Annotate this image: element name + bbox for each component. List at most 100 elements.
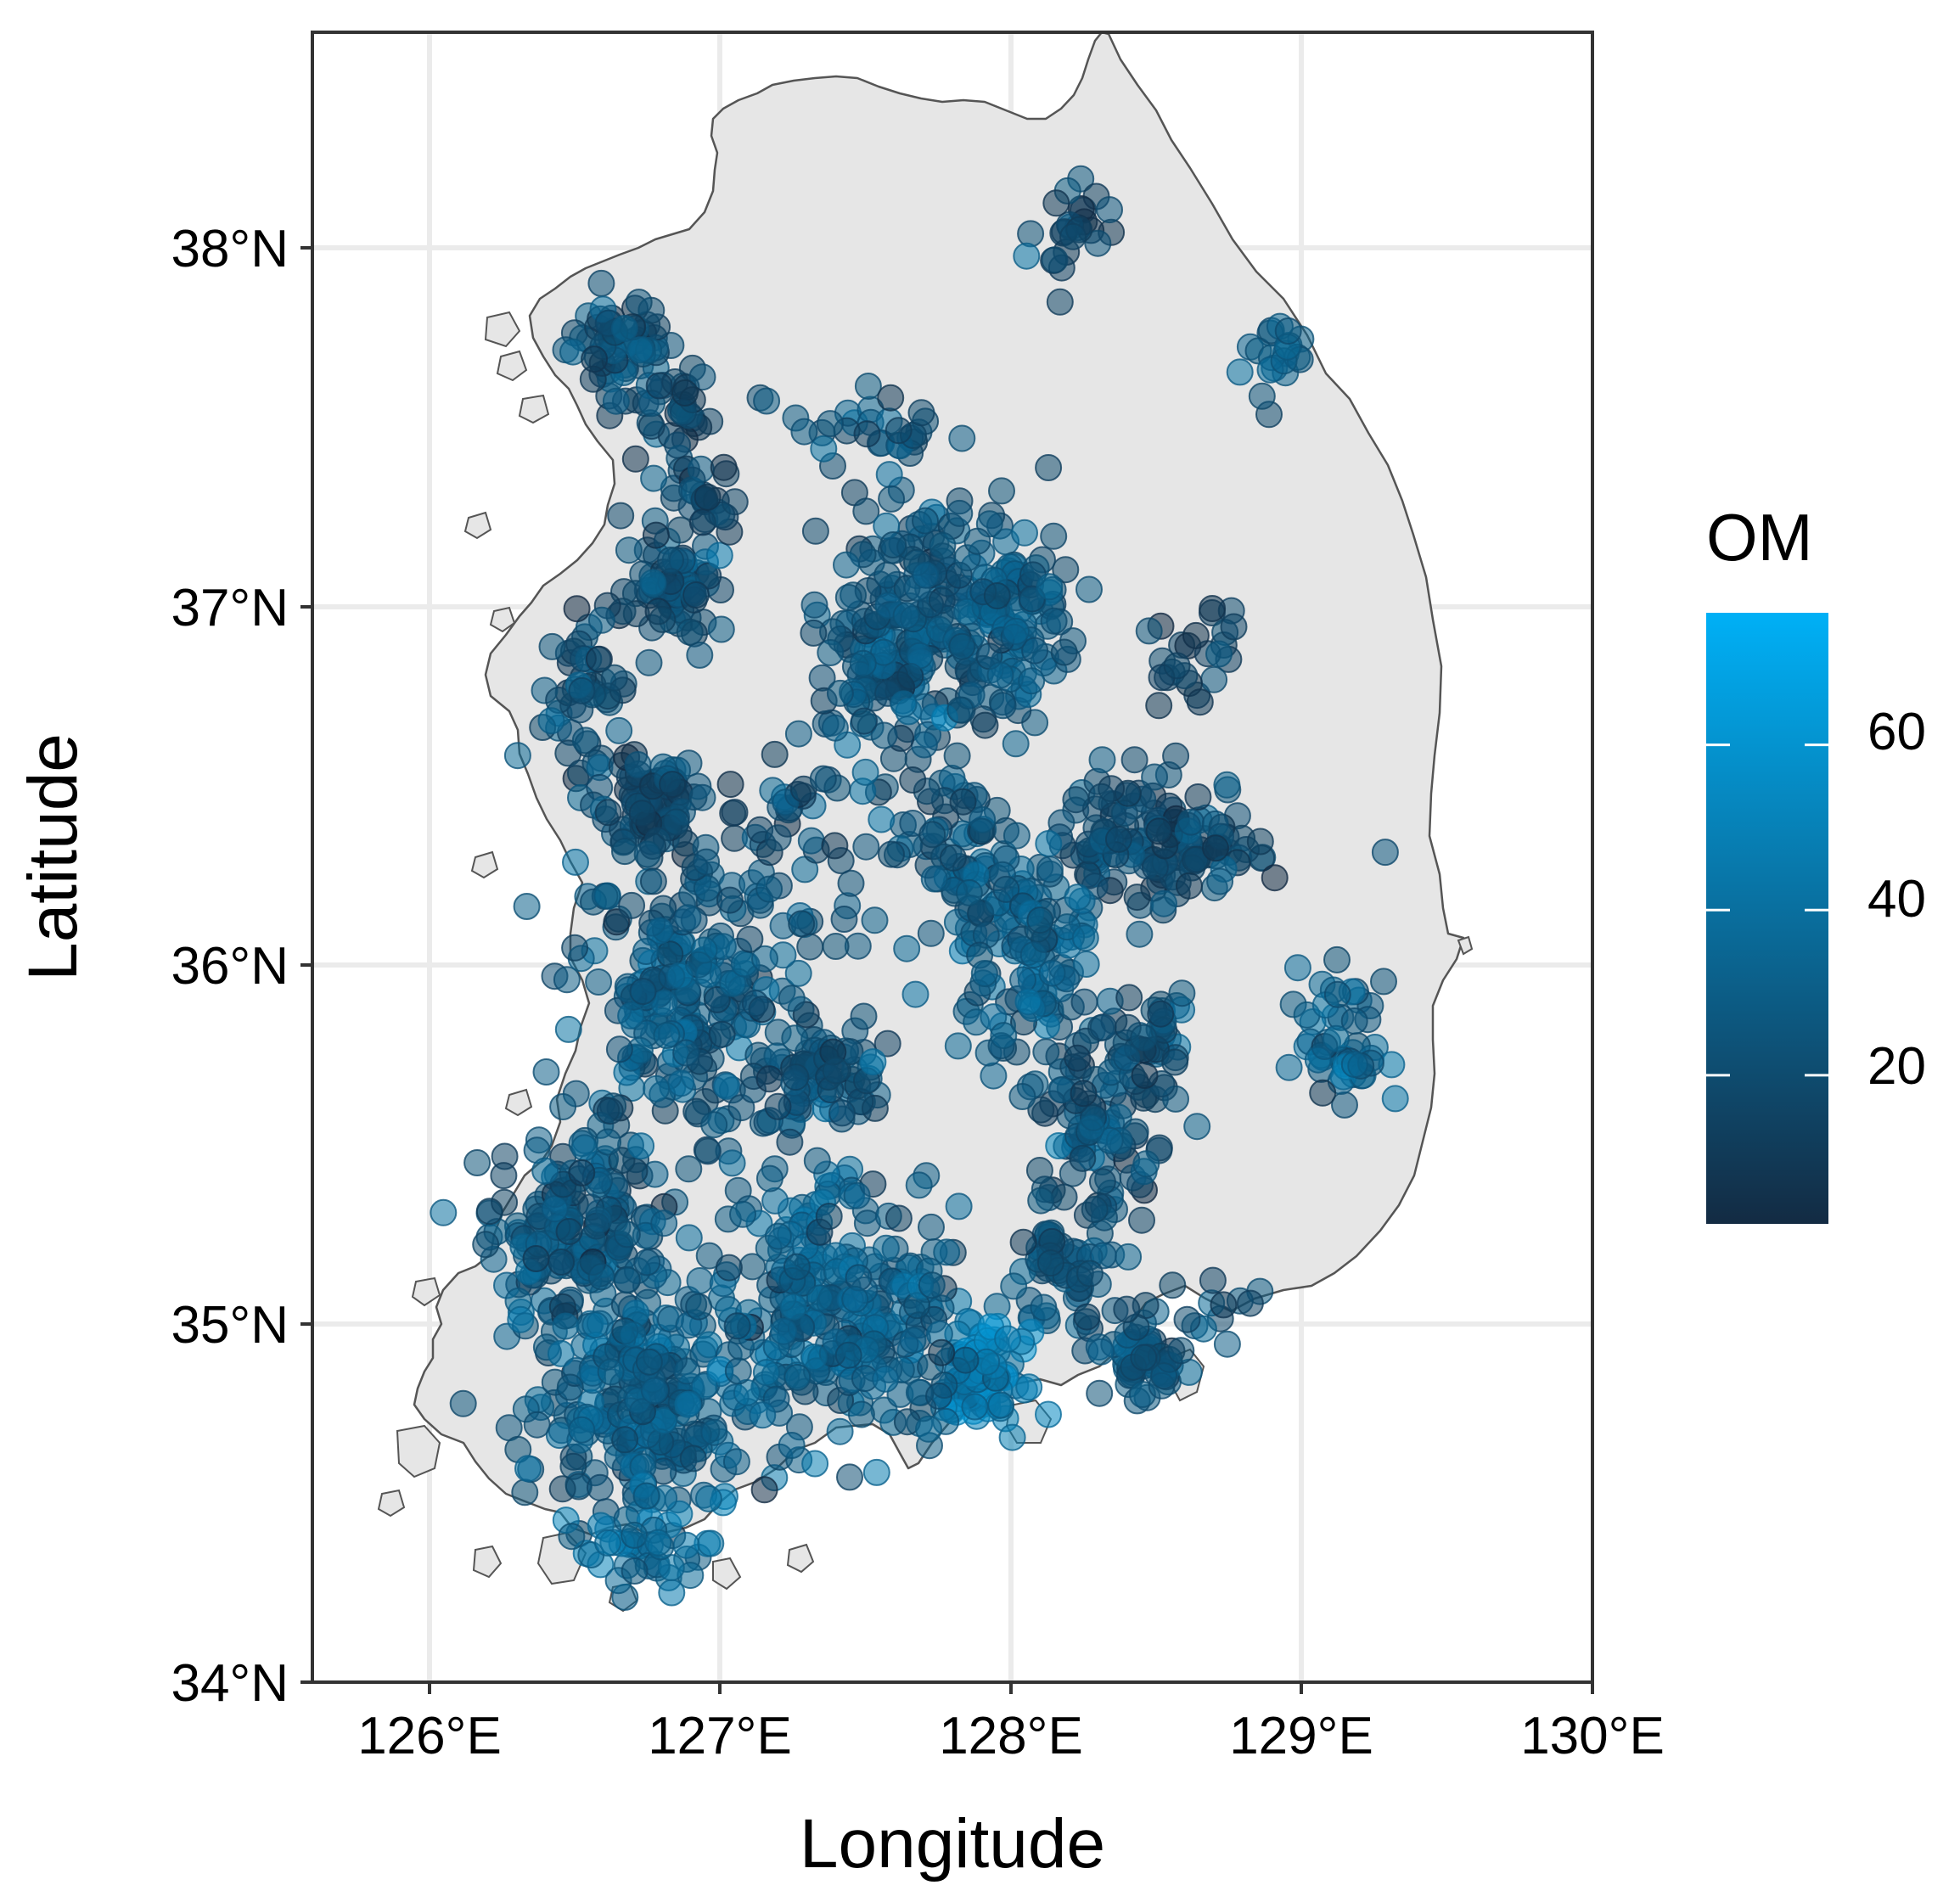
data-point bbox=[1173, 1305, 1201, 1333]
data-point bbox=[1027, 1187, 1055, 1215]
data-point bbox=[1050, 638, 1078, 666]
data-point bbox=[905, 1171, 933, 1199]
data-point bbox=[946, 499, 974, 527]
data-point bbox=[611, 838, 638, 866]
data-point bbox=[971, 711, 999, 739]
data-point bbox=[621, 1557, 649, 1585]
data-point bbox=[969, 805, 997, 833]
data-point bbox=[1040, 522, 1068, 550]
data-point bbox=[992, 875, 1020, 903]
data-point bbox=[1059, 222, 1087, 250]
data-point bbox=[873, 561, 901, 589]
data-point bbox=[472, 1231, 500, 1259]
data-point bbox=[736, 925, 764, 953]
data-point bbox=[817, 410, 844, 438]
data-point bbox=[1013, 242, 1041, 270]
legend-tick-label-60: 60 bbox=[1867, 703, 1926, 761]
data-point bbox=[1150, 889, 1177, 917]
data-point bbox=[1205, 640, 1233, 668]
y-tick-label-37: 37°N bbox=[171, 579, 289, 637]
data-point bbox=[955, 878, 983, 906]
data-point bbox=[593, 882, 621, 910]
data-point bbox=[568, 1416, 596, 1444]
data-point bbox=[507, 1305, 535, 1333]
data-point bbox=[613, 1266, 641, 1294]
data-point bbox=[716, 886, 744, 914]
data-point bbox=[862, 1458, 890, 1486]
data-point bbox=[1075, 1260, 1104, 1288]
data-point bbox=[989, 692, 1017, 720]
data-point bbox=[621, 1521, 649, 1549]
data-point bbox=[605, 716, 633, 744]
legend-colorbar bbox=[1706, 613, 1828, 1224]
data-point bbox=[770, 1317, 798, 1345]
data-point bbox=[658, 1579, 686, 1607]
data-point bbox=[561, 934, 589, 962]
data-point bbox=[644, 1529, 672, 1557]
data-point bbox=[945, 1192, 973, 1220]
data-point bbox=[870, 721, 898, 749]
data-point bbox=[1041, 246, 1069, 274]
data-point bbox=[859, 1048, 887, 1076]
data-point bbox=[907, 399, 935, 427]
data-point bbox=[852, 497, 880, 525]
data-point bbox=[755, 1164, 783, 1192]
data-point bbox=[632, 938, 660, 965]
data-point bbox=[821, 714, 849, 742]
data-point bbox=[1323, 980, 1351, 1008]
data-point bbox=[581, 1311, 609, 1339]
data-point bbox=[755, 1065, 783, 1093]
data-point bbox=[650, 1209, 678, 1237]
data-point bbox=[682, 581, 710, 609]
data-point bbox=[1096, 1126, 1124, 1154]
data-point bbox=[646, 917, 674, 945]
jindo-island bbox=[396, 1424, 441, 1478]
data-point bbox=[626, 336, 654, 364]
data-point bbox=[1186, 688, 1214, 716]
data-point bbox=[1177, 808, 1205, 836]
data-point bbox=[621, 445, 649, 473]
data-point bbox=[645, 372, 673, 400]
data-point bbox=[852, 833, 880, 861]
data-point bbox=[1163, 652, 1191, 680]
data-point bbox=[667, 1069, 695, 1097]
data-point bbox=[970, 960, 998, 987]
data-point bbox=[755, 875, 783, 903]
data-point bbox=[778, 985, 806, 1013]
data-point bbox=[1104, 825, 1132, 853]
data-point bbox=[928, 1338, 956, 1366]
x-tick-label-127: 127°E bbox=[648, 1707, 792, 1765]
data-point bbox=[764, 1092, 792, 1120]
data-point bbox=[783, 1253, 811, 1281]
data-point bbox=[1084, 229, 1112, 257]
data-point bbox=[729, 1200, 756, 1228]
data-point bbox=[611, 1426, 639, 1454]
data-point bbox=[1206, 867, 1234, 895]
data-point bbox=[722, 1448, 750, 1476]
data-point bbox=[503, 742, 531, 770]
data-point bbox=[607, 502, 635, 530]
data-point bbox=[1047, 1076, 1075, 1104]
data-point bbox=[809, 765, 837, 793]
data-point bbox=[822, 933, 850, 960]
data-point bbox=[783, 1363, 812, 1391]
data-point bbox=[490, 1162, 518, 1190]
data-point bbox=[851, 758, 879, 786]
data-point bbox=[1120, 746, 1148, 774]
data-point bbox=[826, 679, 854, 707]
data-point bbox=[1018, 667, 1046, 695]
data-point bbox=[784, 720, 812, 748]
data-point bbox=[933, 1238, 961, 1266]
data-point bbox=[772, 788, 800, 816]
data-point bbox=[695, 1242, 723, 1270]
data-point bbox=[834, 1341, 862, 1369]
data-point bbox=[1226, 358, 1254, 386]
data-point bbox=[841, 1285, 869, 1313]
data-point bbox=[878, 840, 905, 868]
data-point bbox=[1150, 1362, 1178, 1390]
data-point bbox=[1088, 746, 1116, 774]
data-point bbox=[1096, 196, 1123, 224]
data-point bbox=[547, 1339, 575, 1367]
data-point bbox=[1040, 607, 1068, 635]
data-point bbox=[1340, 1051, 1368, 1079]
